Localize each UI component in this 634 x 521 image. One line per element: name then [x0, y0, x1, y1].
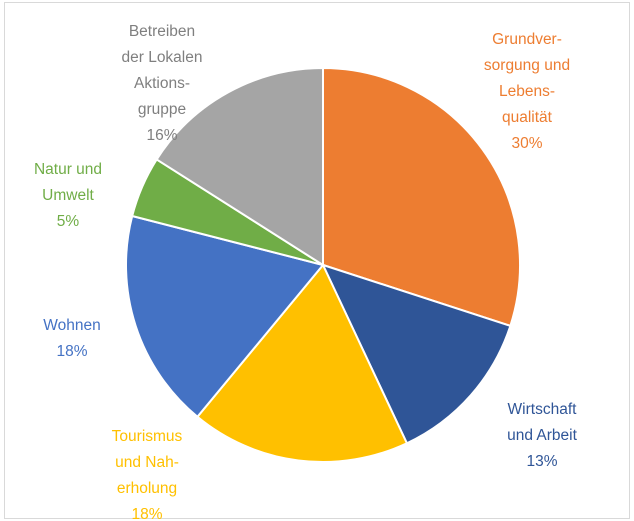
pie-slice	[322, 66, 521, 328]
value-label: 5%	[57, 213, 80, 230]
pie-slice	[196, 263, 409, 463]
label-line: qualität	[502, 109, 553, 126]
pie-slice	[155, 66, 324, 267]
slice-label: Natur und Umwelt 5%	[34, 161, 102, 230]
label-line: Natur und	[34, 161, 102, 178]
pie-slice	[125, 214, 325, 419]
label-line: Lebens-	[499, 83, 555, 100]
slice-label: Betreiben der Lokalen Aktions-gruppe 16%	[121, 23, 202, 144]
label-line: Betreiben	[129, 23, 195, 40]
label-line: Wohnen	[43, 317, 100, 334]
value-label: 30%	[511, 135, 542, 152]
label-line: sorgung und	[484, 57, 570, 74]
slice-label: Wirtschaft und Arbeit 13%	[507, 401, 577, 470]
label-line: gruppe	[138, 101, 186, 118]
label-line: und Arbeit	[507, 427, 577, 444]
value-label: 18%	[131, 506, 162, 521]
value-label: 13%	[526, 453, 557, 470]
label-line: Grundver-	[492, 31, 562, 48]
slice-label: Tourismus und Nah-erholung 18%	[112, 428, 183, 521]
label-line: der Lokalen	[121, 49, 202, 66]
slice-label: Grundver-sorgung und Lebens-qualität 30%	[484, 31, 570, 152]
label-line: Umwelt	[42, 187, 94, 204]
label-line: Tourismus	[112, 428, 183, 445]
label-line: Aktions-	[134, 75, 190, 92]
label-line: und Nah-	[115, 454, 179, 471]
value-label: 18%	[56, 343, 87, 360]
label-line: erholung	[117, 480, 177, 497]
pie-slice	[321, 263, 512, 445]
slice-label: Wohnen 18%	[43, 317, 100, 360]
label-line: Wirtschaft	[508, 401, 578, 418]
value-label: 16%	[146, 127, 177, 144]
